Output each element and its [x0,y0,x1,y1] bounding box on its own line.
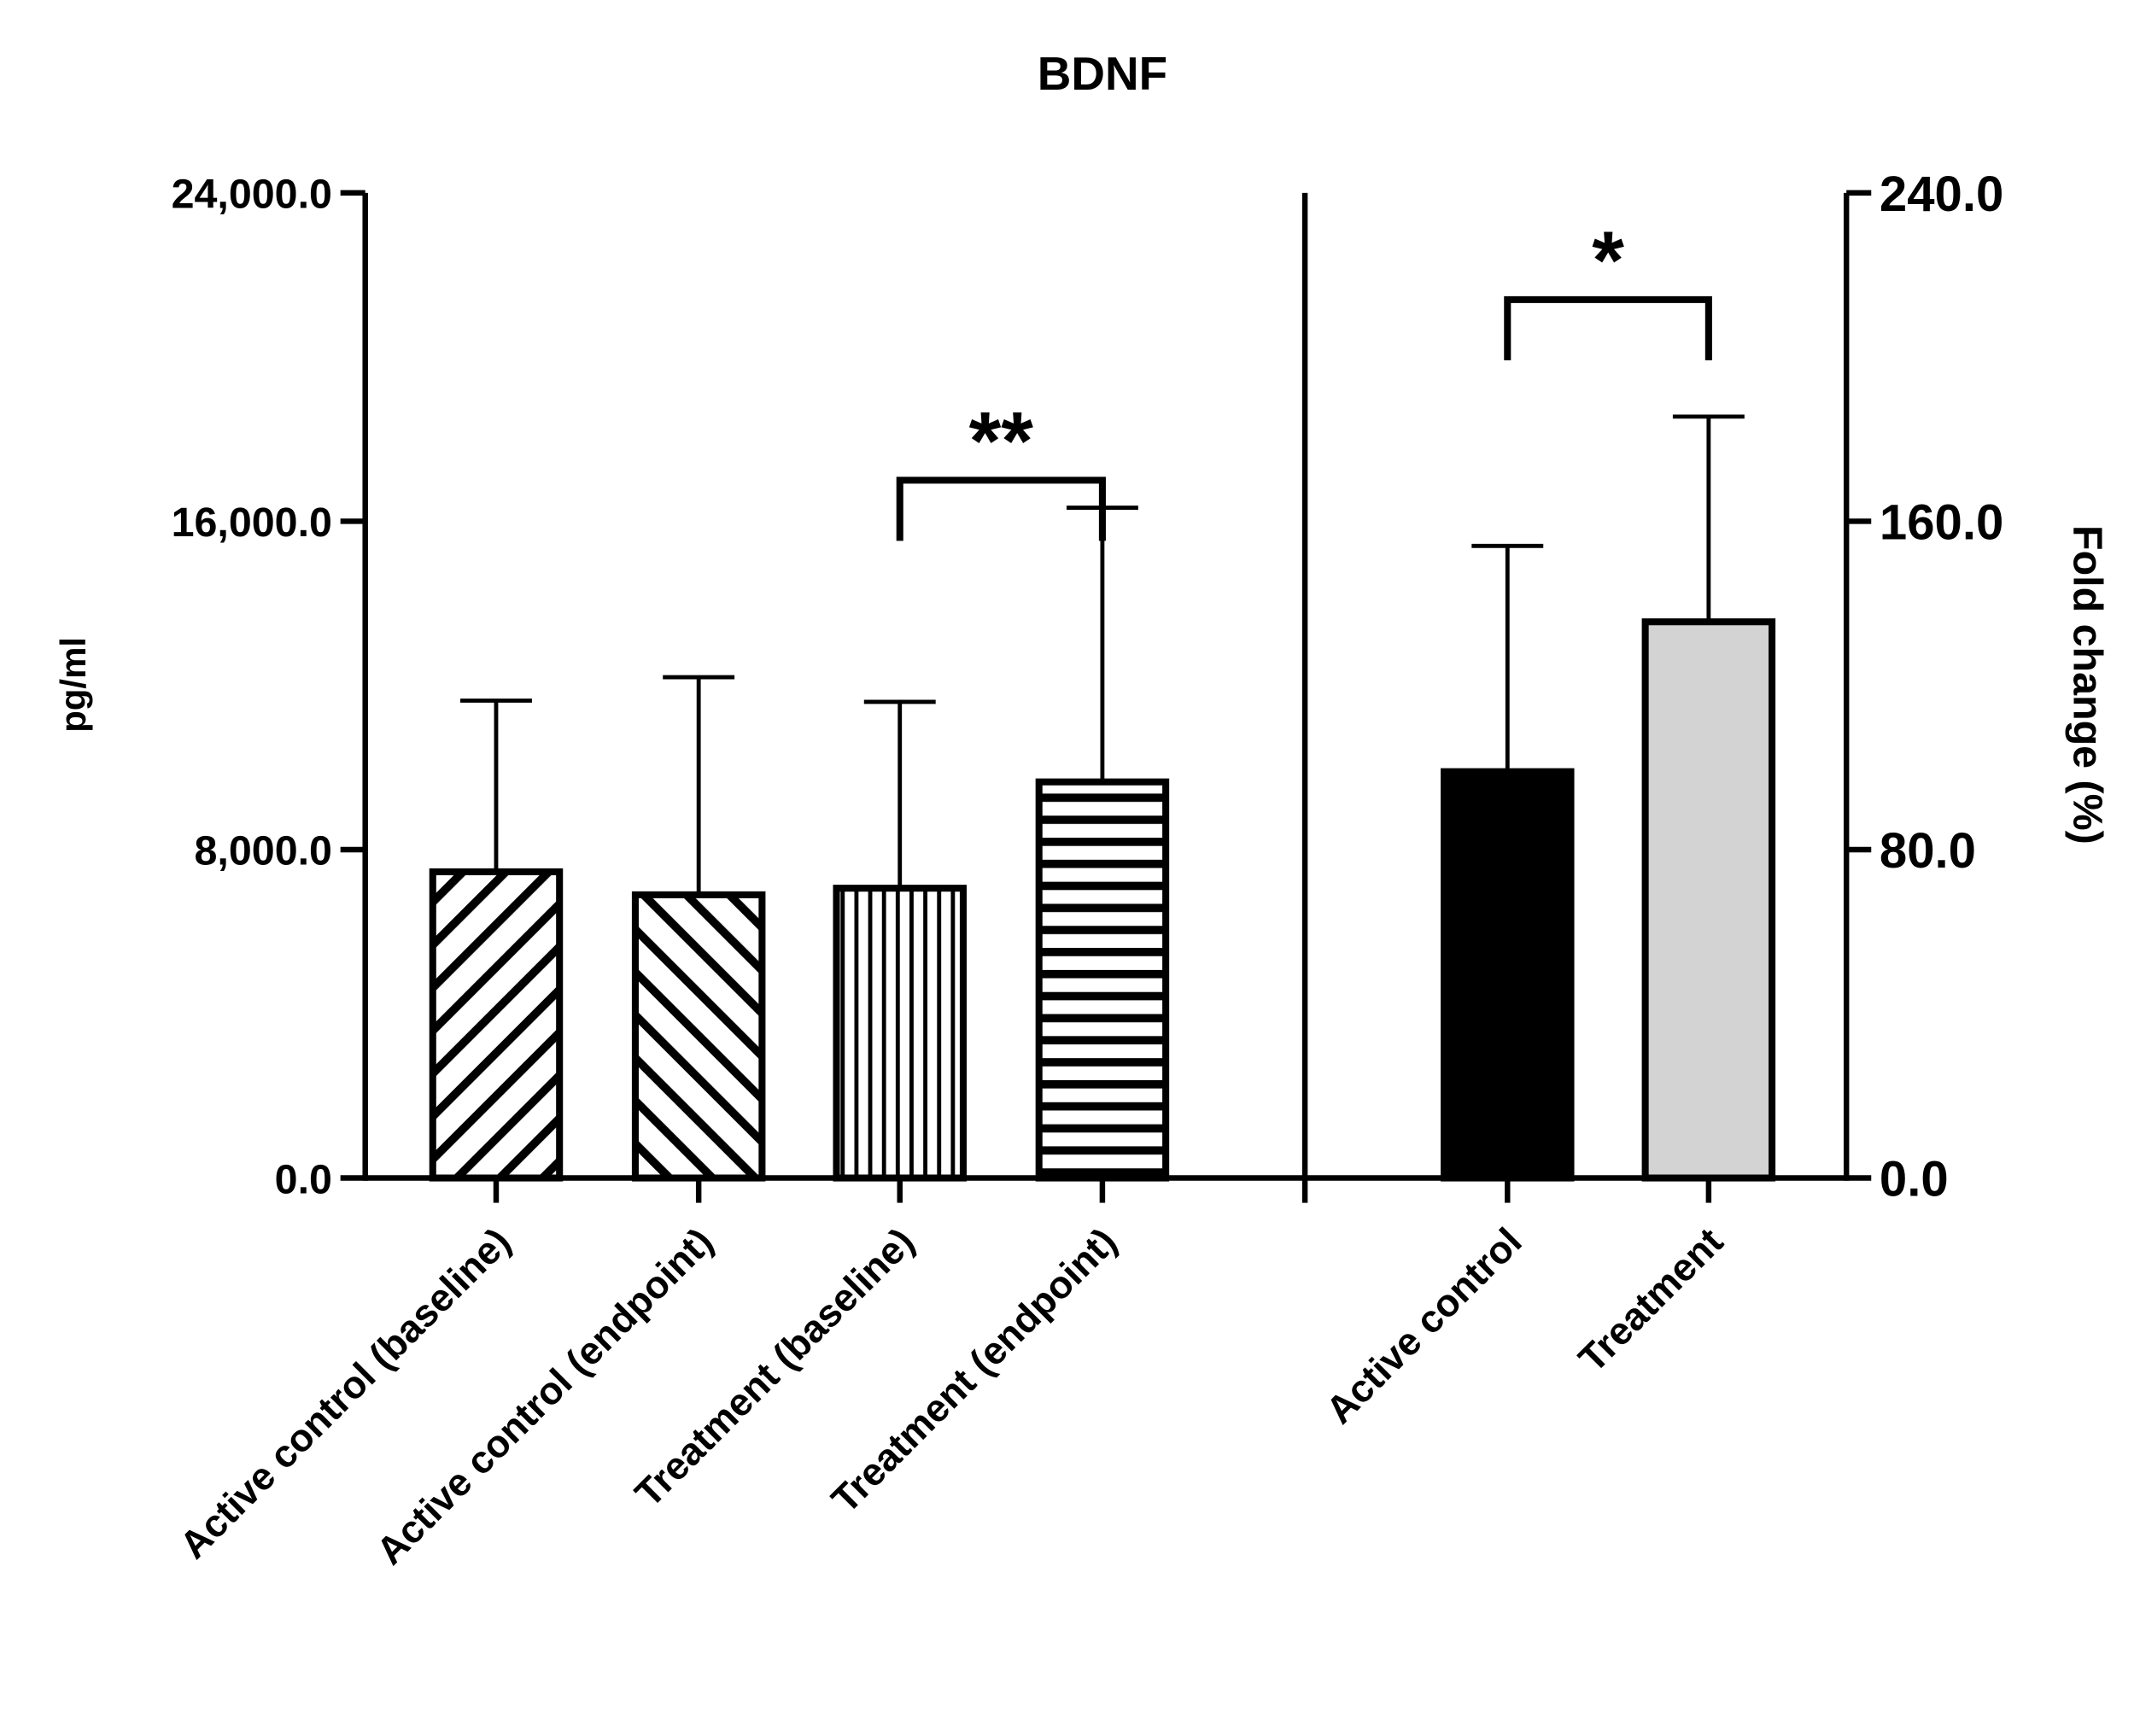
significance-bracket [896,476,1106,541]
left-y-tick-label: 8,000.0 [195,828,332,874]
right-axis-label: Fold change (%) [2064,525,2110,845]
left-y-tick-label: 16,000.0 [172,500,332,546]
left-y-tick-label: 24,000.0 [172,172,332,218]
right-y-tick-label: 80.0 [1880,823,1976,879]
significance-label: ** [969,394,1034,487]
bar [833,885,967,1182]
significance-bracket [1504,295,1712,360]
x-tick-label: Active control (baseline) [172,1219,519,1567]
bar [1641,618,1776,1182]
right-y-tick-label: 0.0 [1880,1152,1949,1207]
x-tick-label: Active control [1318,1219,1530,1432]
right-y-tick-label: 240.0 [1880,167,2003,222]
left-axis-label: pg/ml [53,637,93,733]
bar [631,891,766,1182]
x-tick-label: Treatment [1570,1219,1732,1381]
bar [1441,768,1575,1182]
significance-label: * [1592,213,1624,307]
chart-title: BDNF [1038,47,1167,100]
bar [1035,778,1170,1182]
bar [429,868,564,1182]
x-tick-label: Active control (endpoint) [368,1219,722,1573]
right-y-tick-label: 160.0 [1880,494,2003,550]
left-y-tick-label: 0.0 [275,1156,332,1202]
